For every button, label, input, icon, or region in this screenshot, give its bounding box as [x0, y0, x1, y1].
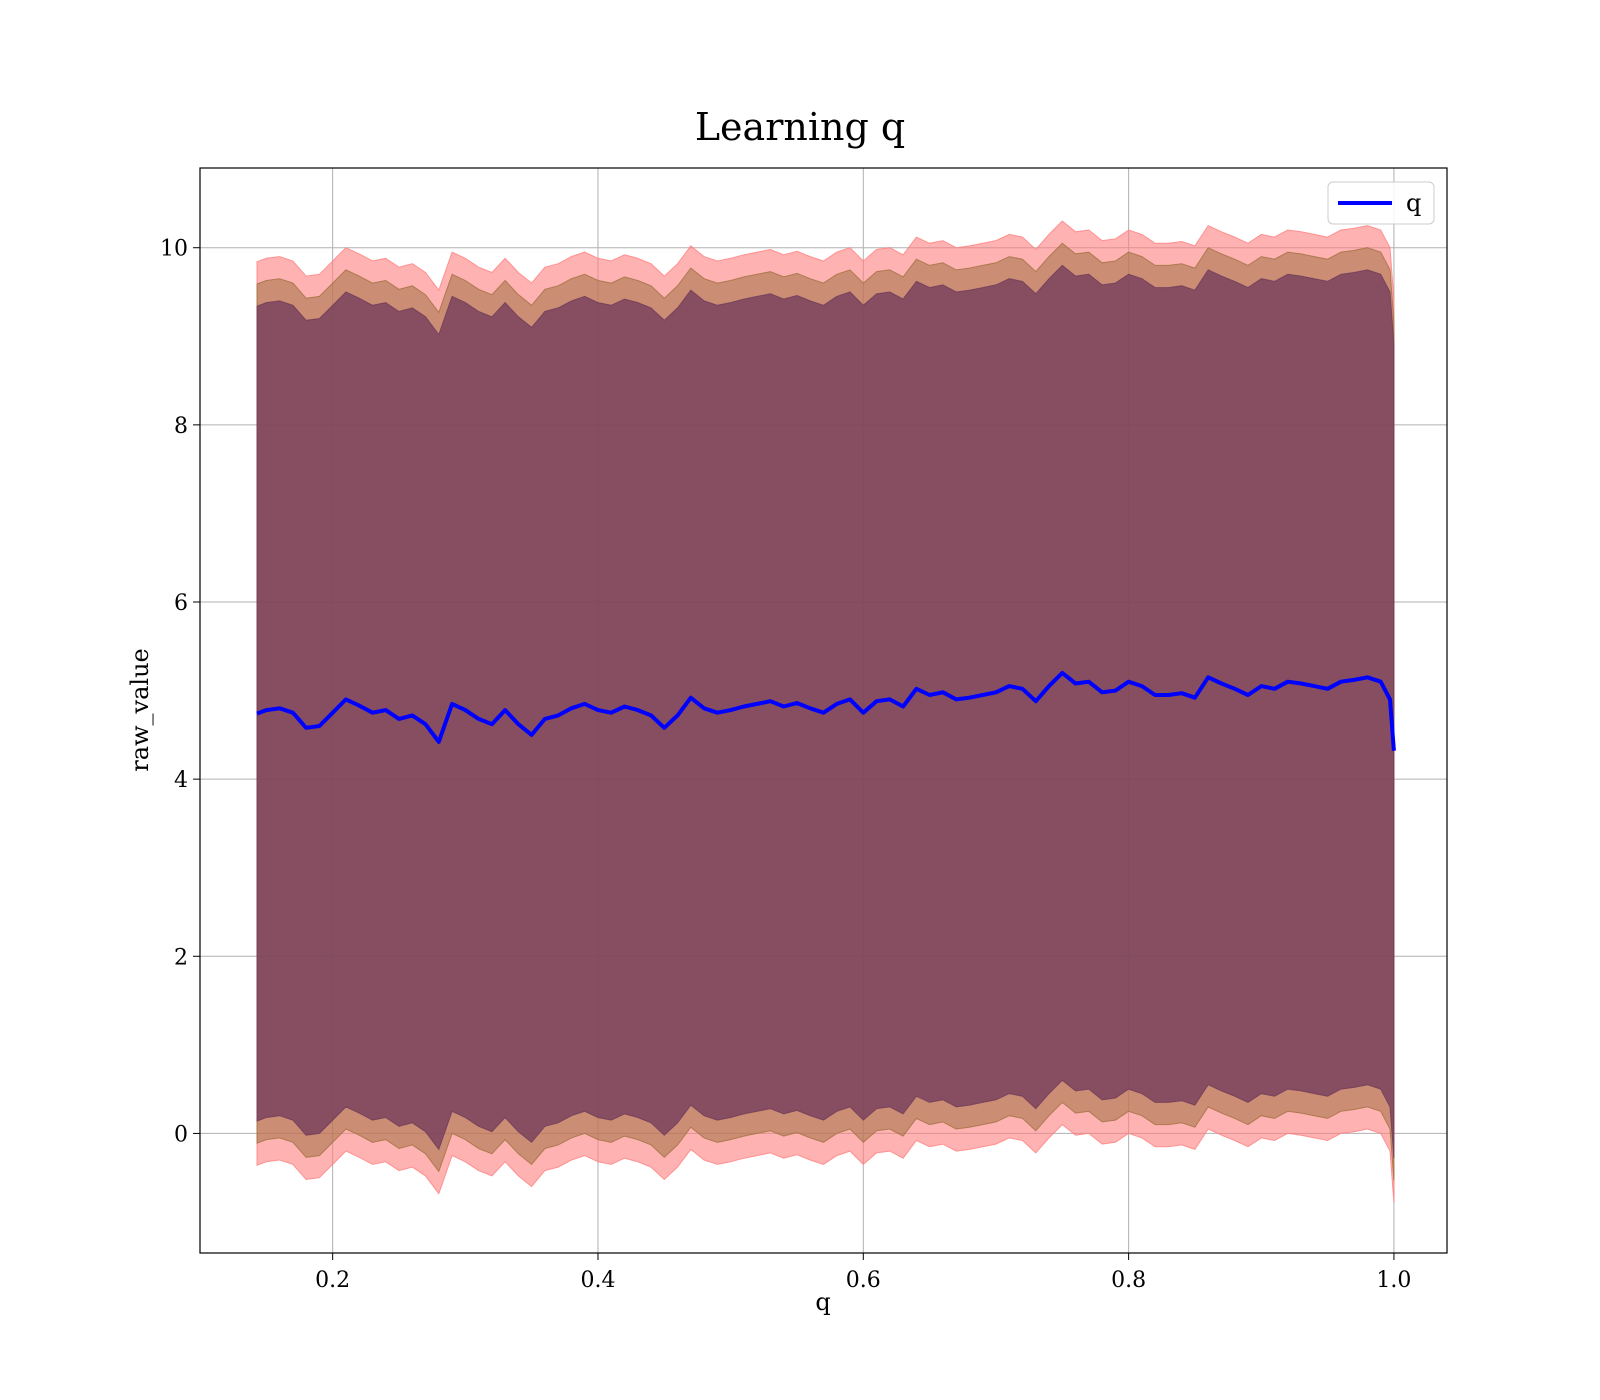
- x-axis-ticks: 0.2 0.4 0.6 0.8 1.0: [315, 1253, 1411, 1293]
- x-tick-label: 0.2: [315, 1268, 350, 1293]
- y-tick-label: 10: [160, 237, 188, 262]
- chart-title: Learning q: [695, 105, 905, 149]
- x-tick-label: 1.0: [1376, 1268, 1411, 1293]
- x-tick-label: 0.4: [580, 1268, 615, 1293]
- plot-frame: [199, 167, 1448, 1254]
- y-tick-label: 2: [174, 945, 188, 970]
- y-tick-label: 6: [174, 591, 188, 616]
- y-tick-label: 0: [174, 1122, 188, 1147]
- series-layer: [256, 670, 1396, 751]
- x-tick-label: 0.8: [1111, 1268, 1146, 1293]
- x-axis-label: q: [815, 1288, 830, 1316]
- legend-label-q: q: [1406, 189, 1421, 217]
- x-tick-label: 0.6: [846, 1268, 881, 1293]
- legend: q: [1327, 181, 1435, 225]
- y-axis-ticks: 0 2 4 6 8 10: [160, 237, 200, 1147]
- y-tick-label: 4: [174, 768, 188, 793]
- y-axis-label: raw_value: [126, 648, 154, 772]
- series-line-q: [256, 670, 1396, 751]
- y-tick-label: 8: [174, 414, 188, 439]
